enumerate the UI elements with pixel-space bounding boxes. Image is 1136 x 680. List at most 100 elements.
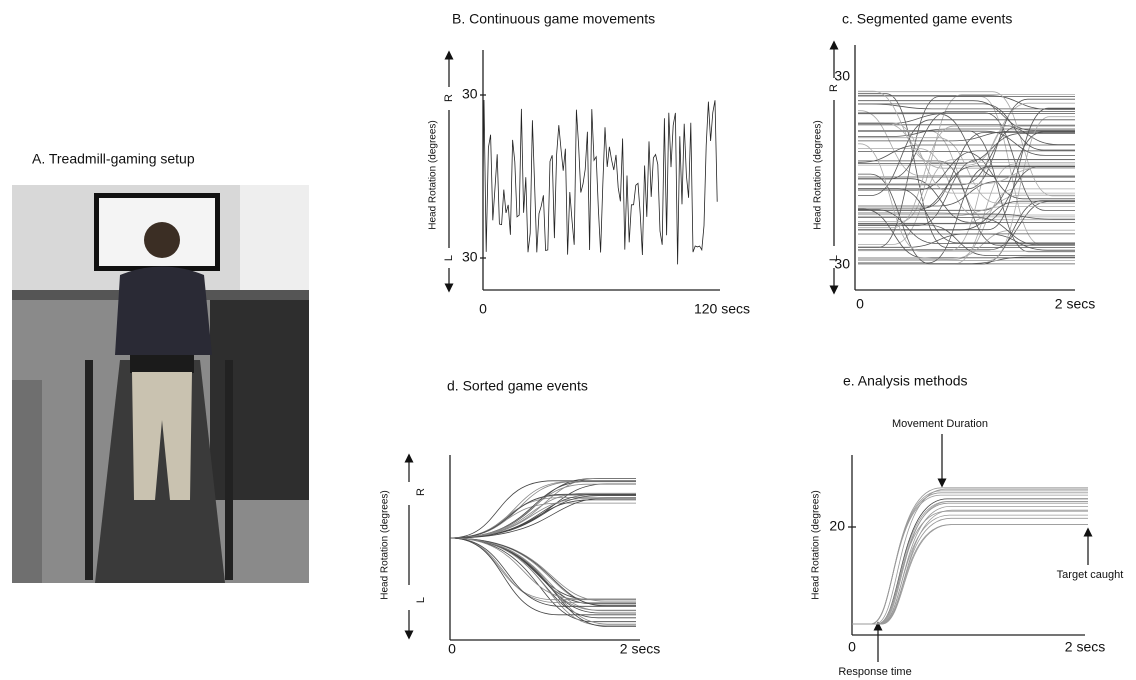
trace [482, 99, 718, 265]
trace [449, 480, 636, 539]
label: 2 secs [620, 641, 660, 657]
label: 30 [834, 68, 850, 84]
label: L [415, 597, 427, 603]
label: d. Sorted game events [447, 378, 588, 394]
trace [449, 498, 636, 539]
trace [449, 478, 636, 539]
label: R [828, 84, 840, 92]
trace [858, 229, 1075, 259]
trace [858, 200, 1075, 231]
label: R [415, 488, 427, 496]
label: Head Rotation (degrees) [811, 490, 822, 600]
trace [449, 478, 636, 539]
trace [852, 514, 1088, 625]
trace [852, 509, 1088, 625]
label: Movement Duration [892, 418, 988, 430]
trace [852, 517, 1088, 625]
trace [858, 233, 1075, 248]
trace [852, 498, 1088, 625]
label: 0 [479, 301, 487, 317]
label: 120 secs [694, 301, 750, 317]
trace [852, 494, 1088, 625]
trace [858, 188, 1075, 260]
trace [449, 502, 636, 539]
trace [858, 159, 1075, 245]
label: 2 secs [1055, 296, 1095, 312]
trace [858, 122, 1075, 194]
label: Head Rotation (degrees) [813, 120, 824, 230]
trace [858, 98, 1075, 190]
trace [852, 492, 1088, 625]
trace [858, 194, 1075, 224]
trace [449, 481, 636, 539]
trace [449, 537, 636, 606]
label: Response time [838, 666, 911, 678]
trace [858, 125, 1075, 229]
label: Target caught [1057, 569, 1124, 581]
trace [449, 494, 636, 539]
trace [858, 110, 1075, 176]
label: 2 secs [1065, 639, 1105, 655]
trace [858, 206, 1075, 217]
trace [858, 96, 1075, 245]
panel-title: A. Treadmill-gaming setup [32, 151, 195, 167]
label: c. Segmented game events [842, 11, 1012, 27]
trace [449, 537, 636, 616]
trace [852, 506, 1088, 625]
trace [852, 501, 1088, 625]
trace [449, 481, 636, 539]
label: L [443, 255, 455, 261]
trace [449, 537, 636, 626]
trace [858, 224, 1075, 256]
trace [852, 488, 1088, 625]
trace [858, 167, 1075, 185]
label: 20 [829, 518, 845, 534]
trace [858, 132, 1075, 209]
trace [858, 116, 1075, 261]
trace [449, 537, 636, 625]
label: Head Rotation (degrees) [428, 120, 439, 230]
trace [858, 257, 1075, 261]
trace [449, 537, 636, 607]
trace [858, 103, 1075, 151]
trace [449, 537, 636, 600]
label: 30 [834, 256, 850, 272]
trace [858, 188, 1075, 244]
trace [858, 93, 1075, 248]
trace [449, 499, 636, 539]
trace [449, 494, 636, 539]
label: L [828, 255, 840, 261]
label: 0 [856, 296, 864, 312]
label: R [443, 94, 455, 102]
trace [858, 209, 1075, 244]
trace [858, 128, 1075, 137]
label: e. Analysis methods [843, 373, 968, 389]
label: 0 [448, 641, 456, 657]
trace [858, 201, 1075, 251]
trace [858, 130, 1075, 142]
trace [858, 112, 1075, 211]
trace [449, 483, 636, 539]
label: 30 [462, 249, 478, 265]
trace [852, 501, 1088, 625]
trace [858, 102, 1075, 166]
trace [852, 510, 1088, 625]
trace [858, 213, 1075, 220]
trace [858, 100, 1075, 131]
trace [858, 143, 1075, 252]
trace [449, 537, 636, 607]
trace [858, 119, 1075, 196]
label: Head Rotation (degrees) [380, 490, 391, 600]
trace [449, 480, 636, 539]
trace [449, 493, 636, 539]
trace [858, 178, 1075, 223]
trace [858, 166, 1075, 264]
trace [858, 217, 1075, 246]
trace [858, 144, 1075, 163]
trace [449, 495, 636, 539]
trace [852, 524, 1088, 625]
trace [858, 137, 1075, 204]
label: B. Continuous game movements [452, 11, 655, 27]
trace [858, 124, 1075, 252]
